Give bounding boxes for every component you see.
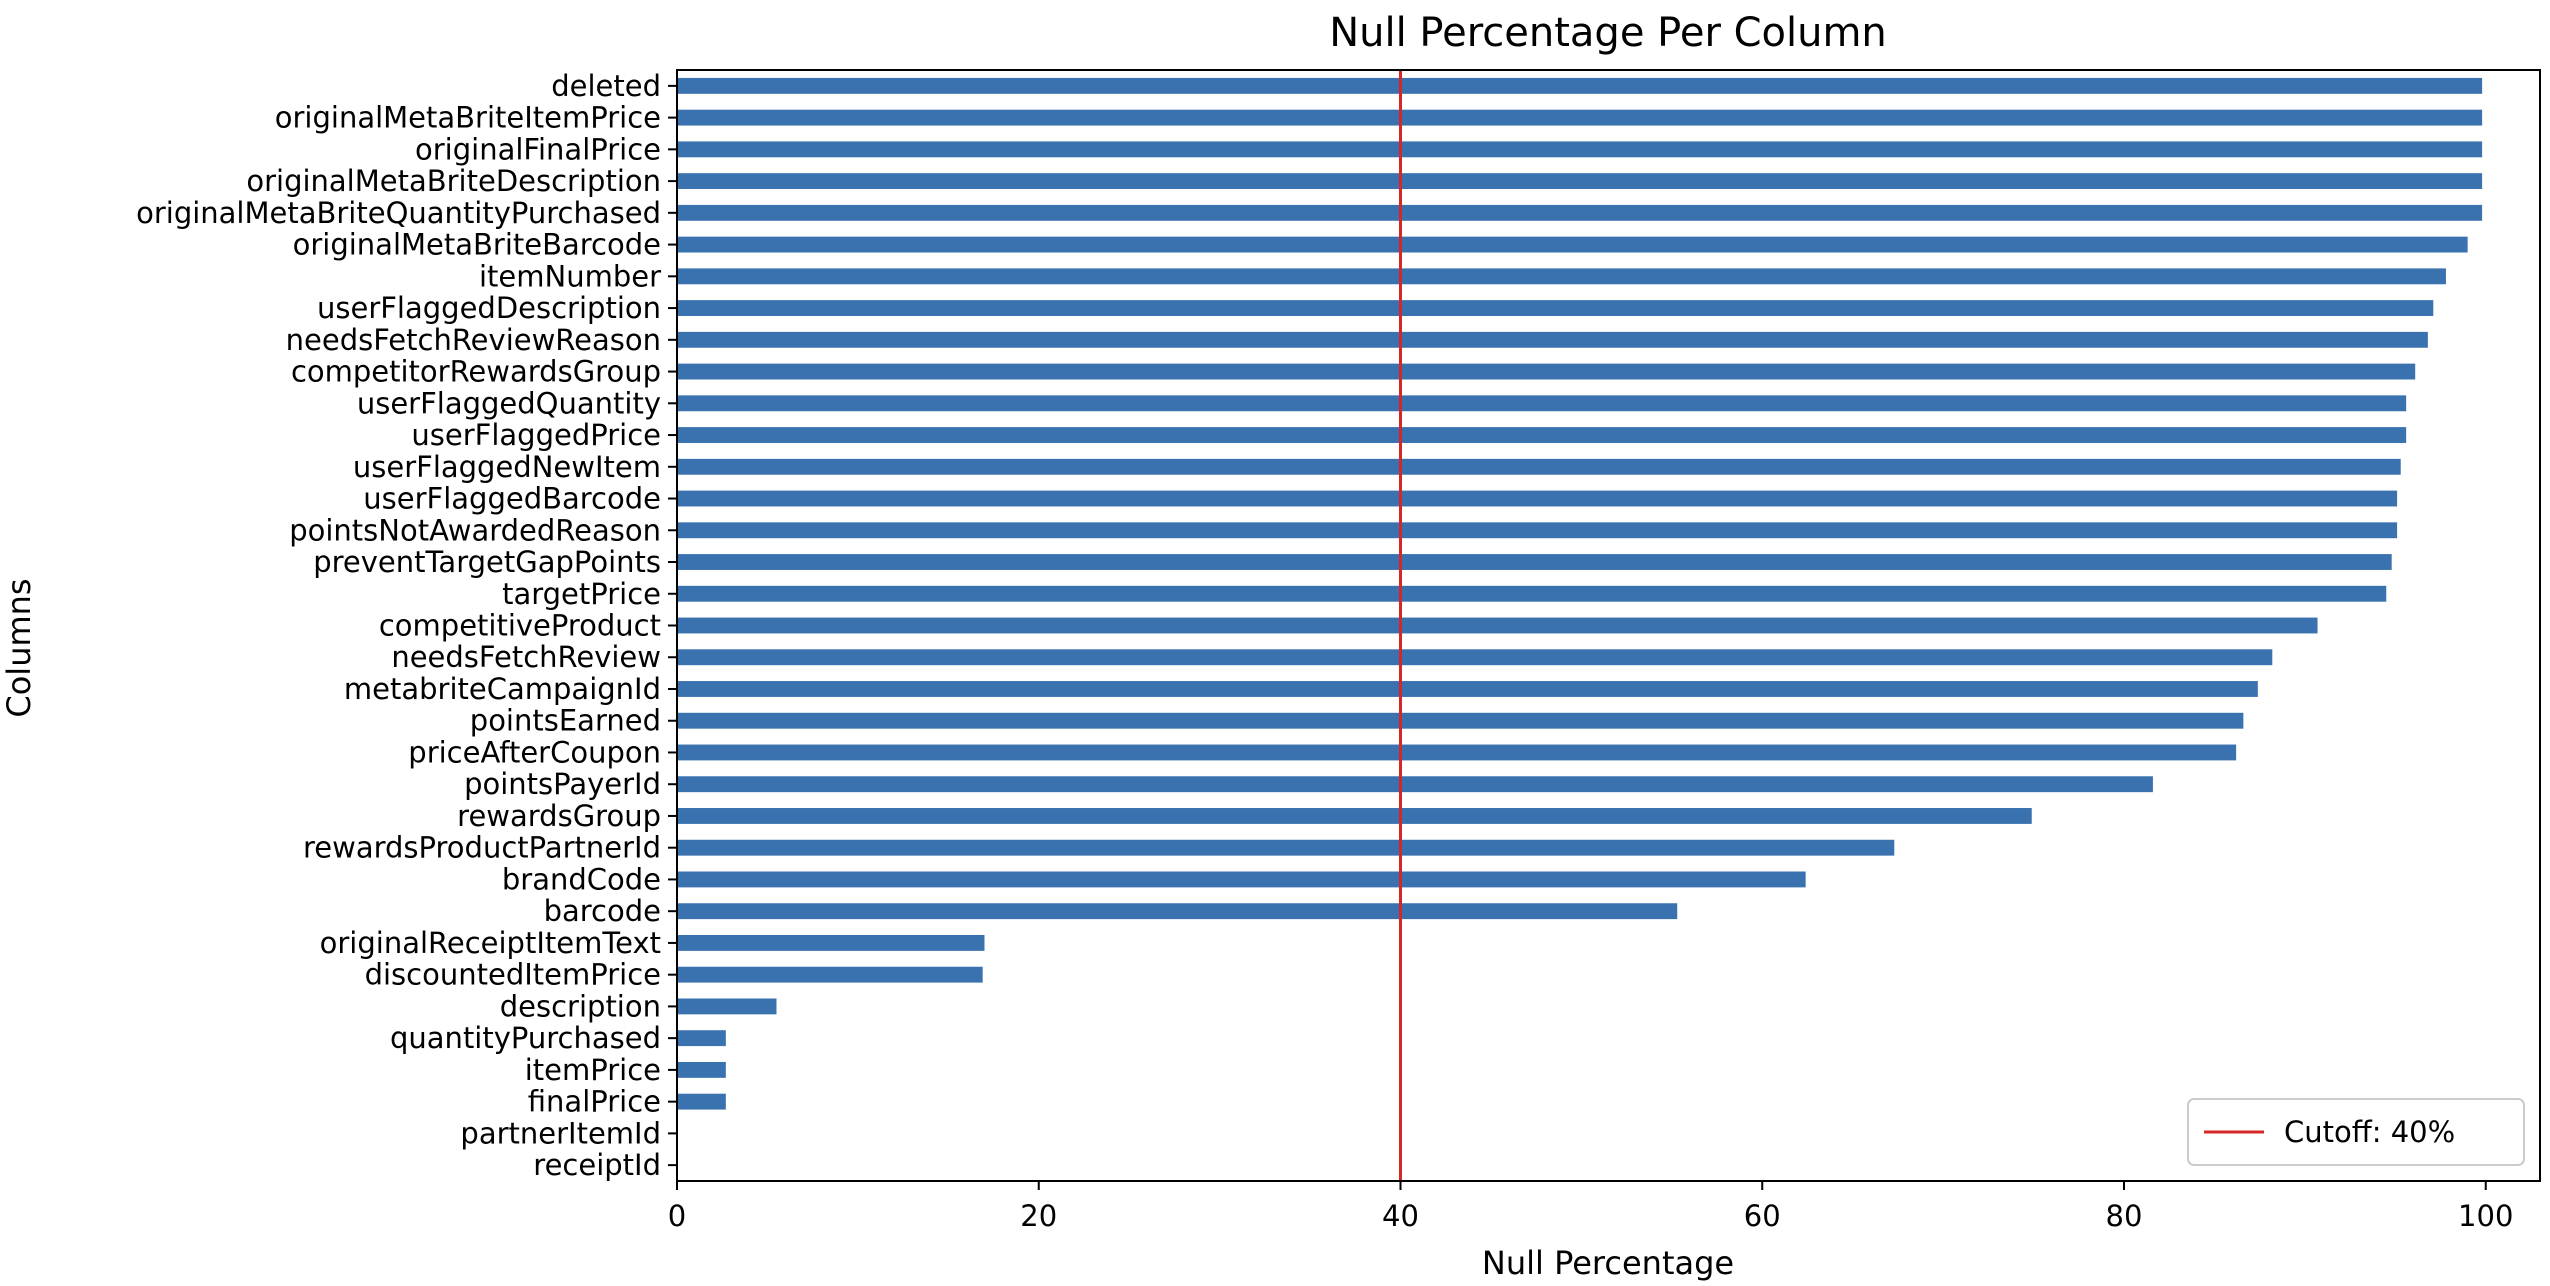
bar-userFlaggedPrice — [677, 427, 2407, 443]
x-tick-label: 0 — [668, 1199, 686, 1233]
y-tick-label: itemNumber — [479, 259, 661, 293]
y-tick-label: deleted — [551, 69, 661, 103]
y-tick-label: pointsPayerId — [464, 767, 661, 801]
bar-deleted — [677, 77, 2483, 94]
bar-pointsEarned — [677, 712, 2244, 729]
bar-targetPrice — [677, 585, 2387, 602]
x-tick-label: 40 — [1382, 1199, 1419, 1233]
bar-originalMetaBriteBarcode — [677, 236, 2468, 253]
y-tick-label: userFlaggedNewItem — [353, 450, 661, 484]
y-tick-label: discountedItemPrice — [365, 958, 661, 992]
y-tick-label: rewardsProductPartnerId — [303, 831, 661, 865]
bar-originalFinalPrice — [677, 141, 2483, 158]
bar-pointsNotAwardedReason — [677, 522, 2398, 539]
bar-pointsPayerId — [677, 776, 2153, 793]
x-tick-label: 20 — [1020, 1199, 1057, 1233]
x-tick-label: 100 — [2458, 1199, 2513, 1233]
y-tick-label: metabriteCampaignId — [344, 672, 661, 706]
bar-itemNumber — [677, 268, 2446, 285]
bar-quantityPurchased — [677, 1030, 726, 1047]
bar-metabriteCampaignId — [677, 681, 2258, 697]
legend-box — [2187, 1098, 2525, 1166]
y-tick-label: originalMetaBriteDescription — [246, 164, 661, 198]
bar-finalPrice — [677, 1093, 726, 1110]
y-tick-label: itemPrice — [525, 1053, 661, 1087]
y-tick-label: pointsNotAwardedReason — [289, 513, 661, 547]
bar-userFlaggedBarcode — [677, 490, 2398, 507]
y-tick-label: finalPrice — [528, 1085, 661, 1119]
bar-rewardsProductPartnerId — [677, 839, 1895, 856]
y-tick-label: needsFetchReviewReason — [286, 323, 661, 357]
y-tick-label: rewardsGroup — [457, 799, 661, 833]
x-tick-label: 80 — [2106, 1199, 2143, 1233]
bar-originalMetaBriteItemPrice — [677, 109, 2483, 126]
legend-label: Cutoff: 40% — [2284, 1115, 2455, 1149]
y-ticks-layer: deletedoriginalMetaBriteItemPriceorigina… — [136, 69, 677, 1182]
x-ticks-layer: 0 20 40 60 80 100 — [668, 1181, 2513, 1233]
y-tick-label: userFlaggedDescription — [317, 291, 661, 325]
bar-priceAfterCoupon — [677, 744, 2237, 761]
y-tick-label: priceAfterCoupon — [408, 735, 661, 769]
x-axis-label: Null Percentage — [1482, 1244, 1734, 1282]
y-tick-label: userFlaggedBarcode — [363, 482, 661, 516]
chart-title: Null Percentage Per Column — [1329, 10, 1887, 56]
y-tick-label: originalMetaBriteBarcode — [293, 228, 661, 262]
y-tick-label: originalMetaBriteQuantityPurchased — [136, 196, 661, 230]
y-axis-label: Columns — [0, 578, 38, 717]
bar-userFlaggedNewItem — [677, 458, 2401, 475]
y-tick-label: needsFetchReview — [391, 640, 661, 674]
y-tick-label: competitiveProduct — [379, 609, 661, 643]
bar-brandCode — [677, 871, 1806, 888]
y-tick-label: description — [500, 989, 661, 1023]
y-tick-label: brandCode — [502, 862, 661, 896]
bar-originalMetaBriteQuantityPurchased — [677, 204, 2483, 221]
y-tick-label: competitorRewardsGroup — [291, 355, 661, 389]
bar-description — [677, 998, 777, 1015]
x-tick-label: 60 — [1744, 1199, 1781, 1233]
y-tick-label: barcode — [544, 894, 661, 928]
bar-userFlaggedQuantity — [677, 395, 2407, 412]
bar-competitorRewardsGroup — [677, 363, 2416, 380]
y-tick-label: pointsEarned — [470, 704, 661, 738]
bar-itemPrice — [677, 1061, 726, 1078]
y-tick-label: userFlaggedQuantity — [357, 386, 661, 420]
y-tick-label: quantityPurchased — [390, 1021, 661, 1055]
bar-userFlaggedDescription — [677, 300, 2434, 317]
bar-needsFetchReviewReason — [677, 331, 2428, 348]
bar-competitiveProduct — [677, 617, 2318, 634]
bar-barcode — [677, 903, 1678, 920]
plot-frame — [676, 69, 2541, 1182]
bar-originalReceiptItemText — [677, 934, 985, 951]
y-tick-label: targetPrice — [502, 577, 661, 611]
bars-layer — [677, 77, 2483, 1110]
y-tick-label: originalMetaBriteItemPrice — [275, 101, 661, 135]
bar-needsFetchReview — [677, 649, 2273, 666]
y-tick-label: receiptId — [533, 1148, 661, 1182]
bar-rewardsGroup — [677, 808, 2032, 824]
bar-preventTargetGapPoints — [677, 554, 2392, 570]
legend: Cutoff: 40% — [2187, 1098, 2525, 1166]
bar-originalMetaBriteDescription — [677, 173, 2483, 190]
y-tick-label: userFlaggedPrice — [411, 418, 661, 452]
bar-discountedItemPrice — [677, 966, 983, 983]
y-tick-label: preventTargetGapPoints — [313, 545, 661, 579]
y-tick-label: originalFinalPrice — [415, 132, 661, 166]
y-tick-label: partnerItemId — [460, 1116, 661, 1150]
y-tick-label: originalReceiptItemText — [320, 926, 661, 960]
